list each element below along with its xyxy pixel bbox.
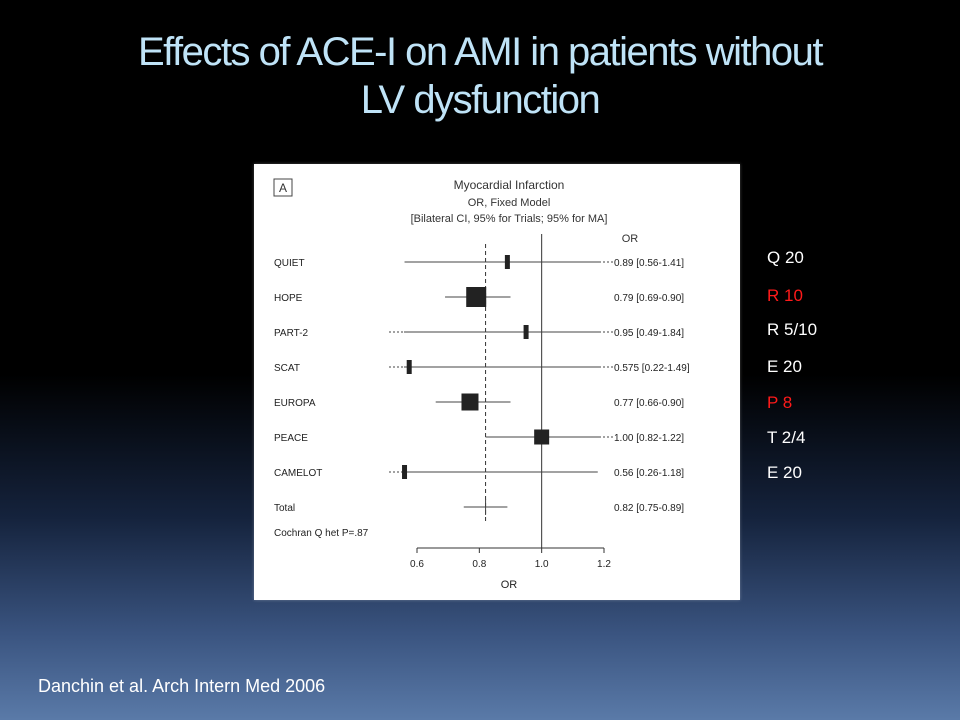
slide-title-line1: Effects of ACE-I on AMI in patients with… xyxy=(137,30,824,74)
chart-subtitle2: [Bilateral CI, 95% for Trials; 95% for M… xyxy=(411,213,608,225)
study-or-label: 0.82 [0.75-0.89] xyxy=(614,503,684,514)
heterogeneity-label: Cochran Q het P=.87 xyxy=(274,528,369,539)
study-or-label: 0.79 [0.69-0.90] xyxy=(614,293,684,304)
forest-plot-figure: A Myocardial Infarction OR, Fixed Model … xyxy=(254,164,740,600)
point-estimate xyxy=(466,287,487,307)
study-name: PART-2 xyxy=(274,328,309,339)
x-tick-label: 0.6 xyxy=(410,559,424,570)
side-note: T 2/4 xyxy=(767,428,806,447)
point-estimate xyxy=(523,325,529,339)
citation: Danchin et al. Arch Intern Med 2006 xyxy=(38,676,326,696)
study-name: HOPE xyxy=(274,293,303,304)
side-note: E 20 xyxy=(767,463,802,482)
side-note: P 8 xyxy=(767,393,793,412)
panel-label: A xyxy=(279,181,287,195)
chart-title: Myocardial Infarction xyxy=(454,178,565,192)
point-estimate xyxy=(534,429,550,445)
column-header: OR xyxy=(622,233,639,245)
study-or-label: 0.89 [0.56-1.41] xyxy=(614,258,684,269)
point-estimate xyxy=(504,255,510,269)
point-estimate xyxy=(406,360,412,374)
study-name: CAMELOT xyxy=(274,468,322,479)
study-or-label: 0.56 [0.26-1.18] xyxy=(614,468,684,479)
study-name: Total xyxy=(274,503,295,514)
x-tick-label: 0.8 xyxy=(472,559,486,570)
x-tick-label: 1.0 xyxy=(535,559,549,570)
study-name: EUROPA xyxy=(274,398,316,409)
x-axis-label: OR xyxy=(501,579,518,591)
study-or-label: 1.00 [0.82-1.22] xyxy=(614,433,684,444)
slide-title: Effects of ACE-I on AMI in patients with… xyxy=(0,28,960,124)
x-tick-label: 1.2 xyxy=(597,559,611,570)
side-note: E 20 xyxy=(767,357,802,376)
study-or-label: 0.575 [0.22-1.49] xyxy=(614,363,690,374)
study-name: QUIET xyxy=(274,258,305,269)
chart-subtitle: OR, Fixed Model xyxy=(468,197,551,209)
side-note: R 5/10 xyxy=(767,320,818,339)
point-estimate xyxy=(402,465,408,479)
panel-label-box xyxy=(273,178,293,197)
study-name: SCAT xyxy=(274,363,300,374)
study-or-label: 0.95 [0.49-1.84] xyxy=(614,328,684,339)
study-name: PEACE xyxy=(274,433,308,444)
side-note: R 10 xyxy=(767,286,803,305)
study-or-label: 0.77 [0.66-0.90] xyxy=(614,398,684,409)
forest-plot: A Myocardial Infarction OR, Fixed Model … xyxy=(273,178,690,591)
slide-title-line2: LV dysfunction xyxy=(360,78,601,122)
point-estimate xyxy=(461,393,479,411)
side-note: Q 20 xyxy=(767,248,804,267)
